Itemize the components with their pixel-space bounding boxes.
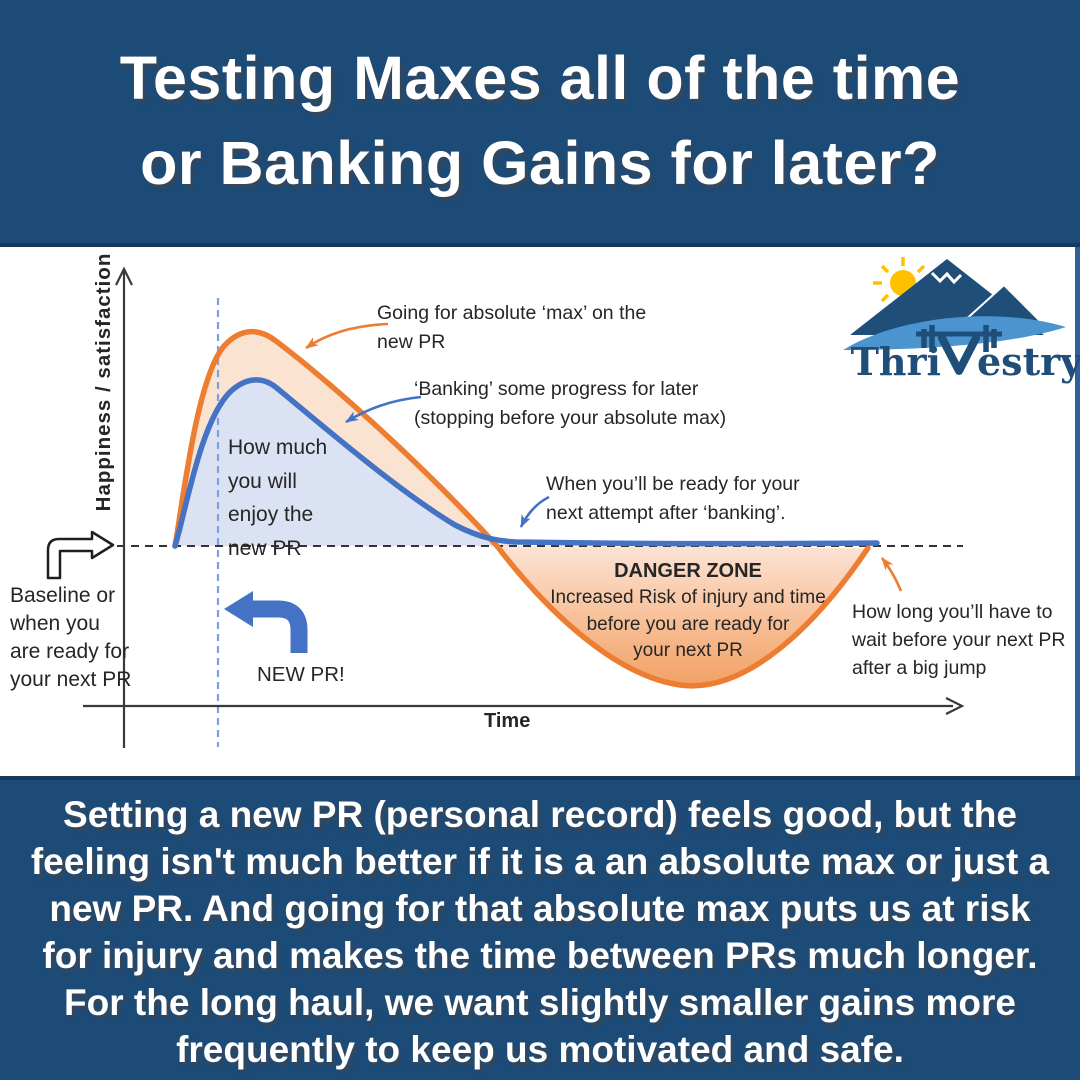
max-extra-area-fill xyxy=(175,331,516,546)
banking-area-fill xyxy=(175,379,516,546)
chart-section: Thri estry Happiness / satisfaction Time… xyxy=(0,247,1080,776)
annotation-wait-after-big-jump: How long you’ll have to wait before your… xyxy=(852,601,1066,679)
annotation-going-for-max: Going for absolute ‘max’ on the new PR xyxy=(377,302,647,353)
arrow-to-baseline-return xyxy=(880,557,903,592)
header: Testing Maxes all of the time or Banking… xyxy=(0,0,1080,247)
annotation-enjoy-new-pr: How much you will enjoy the new PR xyxy=(228,436,328,560)
title-line-2: or Banking Gains for later? xyxy=(140,129,940,197)
pr-satisfaction-chart: Thri estry xyxy=(46,257,1080,748)
baseline-pointer-arrow xyxy=(46,530,115,580)
arrow-to-blue-curve xyxy=(345,395,422,424)
y-axis-arrowhead xyxy=(115,266,133,286)
arrow-to-orange-curve xyxy=(305,322,389,350)
x-axis-label: Time xyxy=(484,710,531,732)
danger-zone-title: DANGER ZONE xyxy=(614,560,762,582)
lifter-v-icon xyxy=(938,334,980,375)
danger-zone-body: Increased Risk of injury and time before… xyxy=(550,587,826,661)
annotation-baseline: Baseline or when you are ready for your … xyxy=(10,584,132,691)
annotation-banking-progress: ‘Banking’ some progress for later (stopp… xyxy=(414,378,727,429)
orange-max-curve xyxy=(172,329,871,689)
logo-text-left: Thri xyxy=(851,339,941,384)
page-title: Testing Maxes all of the time or Banking… xyxy=(0,0,1080,206)
logo-text-right: estry xyxy=(977,339,1080,384)
y-axis-label: Happiness / satisfaction xyxy=(92,252,115,512)
thrivestry-logo: Thri estry xyxy=(843,257,1080,384)
footer-text: Setting a new PR (personal record) feels… xyxy=(30,794,1050,1070)
new-pr-label: NEW PR! xyxy=(257,663,345,686)
blue-banking-curve xyxy=(172,377,880,549)
arrow-to-baseline-crossing xyxy=(519,495,550,528)
x-axis-arrowhead xyxy=(945,697,965,715)
footer: Setting a new PR (personal record) feels… xyxy=(0,776,1080,1080)
title-line-1: Testing Maxes all of the time xyxy=(119,44,961,112)
new-pr-arrow xyxy=(224,591,308,653)
annotation-ready-after-banking: When you’ll be ready for your next attem… xyxy=(546,473,800,524)
barbell-icon xyxy=(916,325,1002,375)
